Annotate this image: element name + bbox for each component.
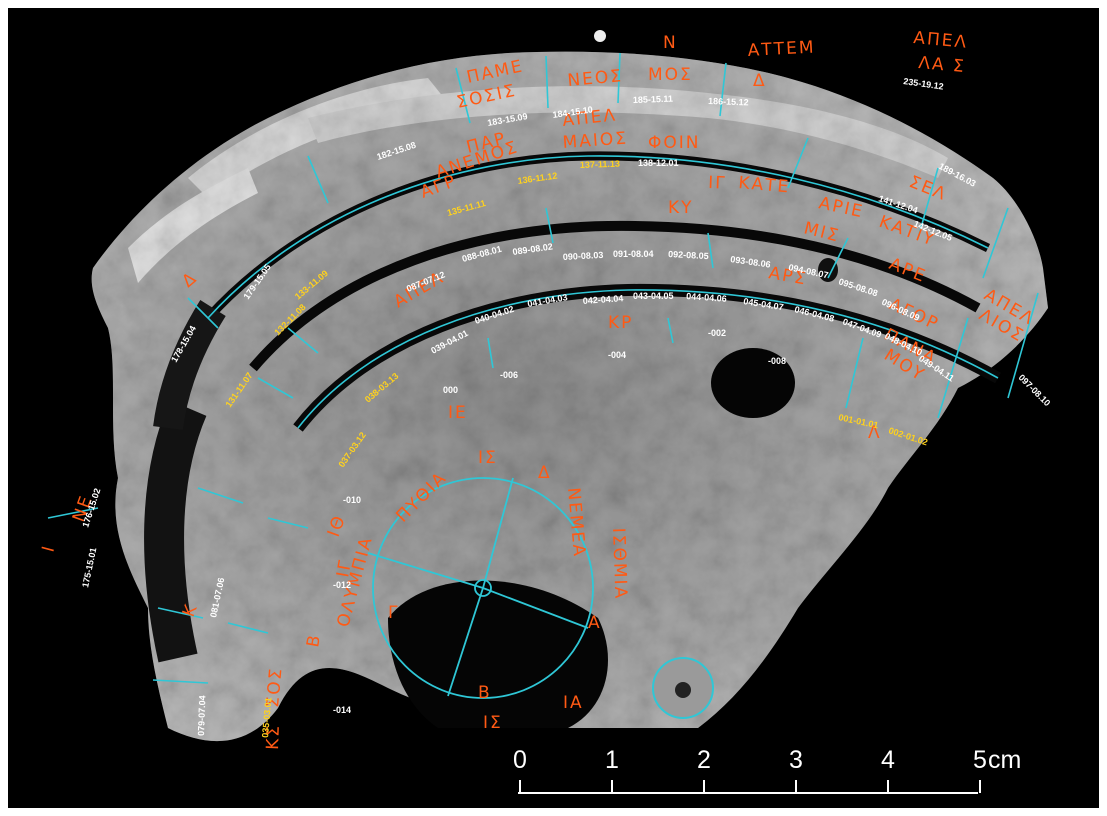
scale-label: 2 bbox=[697, 746, 711, 774]
ref-label-white: 091-08.04 bbox=[613, 249, 654, 259]
ref-label-white: 042-04.04 bbox=[582, 293, 623, 306]
ref-label-white: -008 bbox=[768, 356, 786, 366]
greek-inscription: Α bbox=[588, 613, 602, 633]
ref-label-white: 175-15.01 bbox=[80, 547, 98, 589]
greek-inscription: ΙΣ bbox=[483, 713, 503, 733]
scale-bar: 0 1 2 3 4 5 cm bbox=[513, 746, 1021, 794]
greek-inscription: ΚΥ bbox=[668, 198, 694, 218]
greek-inscription: ΚΣ bbox=[263, 724, 284, 751]
greek-inscription: Δ bbox=[538, 463, 552, 483]
ref-label-white: -004 bbox=[608, 350, 626, 360]
center-dial-circle bbox=[367, 477, 594, 699]
greek-inscription: Κ bbox=[179, 601, 202, 620]
scale-label-5: 5 bbox=[973, 746, 987, 774]
greek-inscription: ΣΟΣ bbox=[263, 666, 286, 708]
greek-inscription: ΑΤΤΕΜ bbox=[747, 37, 816, 61]
greek-inscription: ΝΕΟΣ bbox=[567, 66, 624, 91]
greek-inscription: ΙΕ bbox=[448, 403, 468, 423]
ref-label-white: 186-15.12 bbox=[708, 96, 749, 107]
scale-label: 0 bbox=[513, 746, 527, 774]
scale-label: 1 bbox=[605, 746, 619, 774]
small-dial-circle bbox=[652, 657, 714, 719]
ref-label-white: 138-12.01 bbox=[638, 158, 679, 168]
greek-inscription: ΙΓ bbox=[333, 557, 356, 579]
greek-inscription: ΙΑ bbox=[563, 693, 584, 713]
greek-inscription: ΙΓ bbox=[708, 173, 727, 194]
mechanism-fragment-photo: ΑΠΕΛ ΛΑ Σ ΑΤΤΕΜ Δ Ν ΜΟΣ ΝΕΟΣ ΠΑΜΕ ΣΟΣΙΣ ΑΠΕΛ ΜΑΙΟΣ… bbox=[8, 8, 1099, 808]
greek-inscription: Ν bbox=[663, 33, 678, 53]
ref-label-white: 235-19.12 bbox=[903, 76, 945, 92]
ref-label-white: -002 bbox=[708, 328, 726, 338]
greek-inscription: ΚΑΤΕ bbox=[738, 173, 791, 197]
greek-inscription: Δ bbox=[753, 71, 767, 91]
greek-inscription: Γ bbox=[388, 603, 399, 623]
ref-label-white: -006 bbox=[500, 370, 518, 380]
scale-label: 3 bbox=[789, 746, 803, 774]
ref-label-white: 044-04.06 bbox=[686, 291, 727, 304]
greek-inscription: ΛΑ Σ bbox=[918, 53, 967, 77]
greek-inscription: Β bbox=[303, 632, 325, 649]
ref-label-white: 090-08.03 bbox=[563, 250, 604, 262]
ref-label-white: -010 bbox=[343, 495, 361, 505]
ref-label-white: 079-07.04 bbox=[196, 695, 207, 736]
greek-inscription: ΜΑΙΟΣ bbox=[562, 128, 629, 153]
ref-label-white: 043-04.05 bbox=[633, 291, 674, 301]
greek-inscription: ΚΡ bbox=[608, 313, 633, 333]
greek-inscription: ΙΣ bbox=[478, 448, 498, 468]
greek-inscription: Λ bbox=[868, 423, 882, 443]
ref-label-white: 185-15.11 bbox=[633, 94, 673, 105]
ref-label-yellow: 035-03.01 bbox=[260, 697, 273, 738]
scale-unit: cm bbox=[988, 746, 1021, 774]
ref-label-white: 097-08.10 bbox=[1017, 372, 1053, 408]
ref-label-white: 000 bbox=[443, 385, 458, 395]
ref-label-white: 092-08.05 bbox=[668, 249, 709, 261]
greek-inscription: ΦΟΙΝ bbox=[648, 133, 701, 153]
ref-label-yellow: 137-11.13 bbox=[580, 159, 620, 170]
greek-inscription: ΜΟΣ bbox=[648, 65, 693, 85]
greek-inscription: Ι bbox=[39, 542, 60, 554]
annotation-lines bbox=[47, 52, 1039, 684]
ref-label-white: -012 bbox=[333, 580, 351, 590]
ref-label-white: -014 bbox=[333, 705, 351, 715]
scale-label: 4 bbox=[881, 746, 895, 774]
greek-inscription: ΙΣΘΜΙΑ bbox=[608, 527, 631, 600]
greek-inscription: Β bbox=[478, 683, 492, 703]
greek-inscription: ΑΠΕΛ bbox=[913, 28, 969, 53]
